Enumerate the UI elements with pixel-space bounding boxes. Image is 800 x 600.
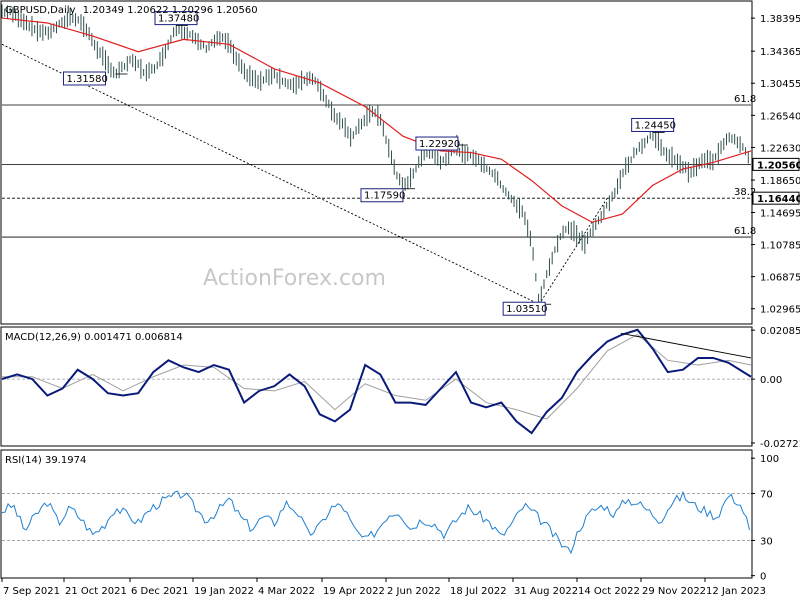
macd-ytick-label-0: 0.020858: [760, 326, 800, 337]
price-box-1: [752, 191, 800, 205]
macd-panel: [0, 326, 753, 447]
price-box-label-0: 1.20560: [757, 160, 800, 171]
xtick-label-8: 31 Aug 2022: [514, 586, 578, 597]
xtick-label-7: 18 Jul 2022: [450, 586, 507, 597]
annotation-box-4: [631, 117, 675, 132]
rsi-layer: [1, 490, 751, 555]
annotation-label-5: 1.03510: [506, 304, 547, 315]
price-box-0: [752, 157, 800, 171]
rsi-ytick-label-1: 70: [760, 489, 773, 500]
xtick-label-10: 29 Nov 2022: [642, 586, 706, 597]
price-ytick-label-2: 1.30455: [760, 79, 800, 90]
xtick-label-2: 6 Dec 2021: [131, 586, 189, 597]
annotation-label-4: 1.24450: [635, 120, 676, 131]
annotation-label-2: 1.22920: [419, 139, 460, 150]
macd-trendline-0: [620, 332, 752, 359]
macd-layer: [1, 328, 752, 435]
annotation-label-1: 1.31580: [66, 74, 107, 85]
rsi-ytick-label-3: 0: [760, 572, 766, 583]
rsi-ytick-label-0: 100: [760, 454, 779, 465]
price-ytick-label-5: 1.18650: [760, 176, 800, 187]
moving-average-line: [1, 17, 752, 223]
rsi-panel: [0, 449, 753, 579]
trendline-0: [1, 43, 540, 305]
macd-signal-line: [2, 333, 752, 420]
xtick-label-0: 7 Sep 2021: [3, 586, 60, 597]
rsi-ytick-label-2: 30: [760, 536, 773, 547]
price-ytick-label-0: 1.38395: [760, 14, 800, 25]
annotation-box-0: [154, 11, 198, 26]
annotation-box-3: [360, 188, 404, 203]
price-ytick-label-3: 1.26540: [760, 111, 800, 122]
price-layer: 61.8 38.2 61.8 1.37480 1.31580 1.22920 1.17590…: [1, 4, 756, 316]
price-ytick-label-6: 1.14695: [760, 208, 800, 219]
axis-layer: 1.38395 1.34365 1.30455 1.26540 1.22630 1.186…: [1, 14, 800, 597]
xtick-label-11: 12 Jan 2023: [706, 586, 766, 597]
macd-panel-title: MACD(12,26,9) 0.001471 0.006814: [5, 332, 183, 343]
rsi-panel-title: RSI(14) 39.1974: [5, 455, 86, 466]
price-ytick-label-7: 1.10785: [760, 241, 800, 252]
annotation-box-5: [502, 301, 546, 316]
xtick-label-6: 2 Jun 2022: [387, 586, 441, 597]
annotation-label-0: 1.37480: [158, 14, 199, 25]
price-ytick-label-4: 1.22630: [760, 143, 800, 154]
xtick-label-9: 14 Oct 2022: [578, 586, 640, 597]
fib-label-2: 38.2: [734, 187, 756, 198]
annotation-label-3: 1.17590: [364, 191, 405, 202]
price-title: GBPUSD,Daily: [5, 5, 76, 16]
fib-label-0: 61.8: [734, 94, 756, 105]
macd-ytick-label-2: -0.027213: [760, 439, 800, 450]
fib-label-3: 61.8: [734, 226, 756, 237]
ohlc-header: 1.20349 1.20622 1.20296 1.20560: [83, 5, 258, 16]
xtick-label-4: 4 Mar 2022: [258, 586, 315, 597]
price-panel-title: GBPUSD,Daily 1.20349 1.20622 1.20296 1.2…: [5, 5, 258, 16]
rsi-line: [1, 490, 750, 555]
macd-ytick-label-1: 0.00: [760, 375, 782, 386]
price-box-label-1: 1.16440: [757, 194, 800, 205]
xtick-label-1: 21 Oct 2021: [65, 586, 127, 597]
annotation-box-1: [62, 71, 106, 86]
price-panel: [0, 0, 753, 325]
annotation-box-2: [415, 136, 459, 151]
watermark: ActionForex.com: [203, 266, 386, 291]
trendline-1: [538, 197, 608, 305]
price-ytick-label-1: 1.34365: [760, 47, 800, 58]
xtick-label-3: 19 Jan 2022: [194, 586, 254, 597]
price-ytick-label-8: 1.06875: [760, 273, 800, 284]
xtick-label-5: 19 Apr 2022: [323, 586, 385, 597]
price-ytick-label-9: 1.02965: [760, 305, 800, 316]
macd-line: [1, 328, 752, 435]
